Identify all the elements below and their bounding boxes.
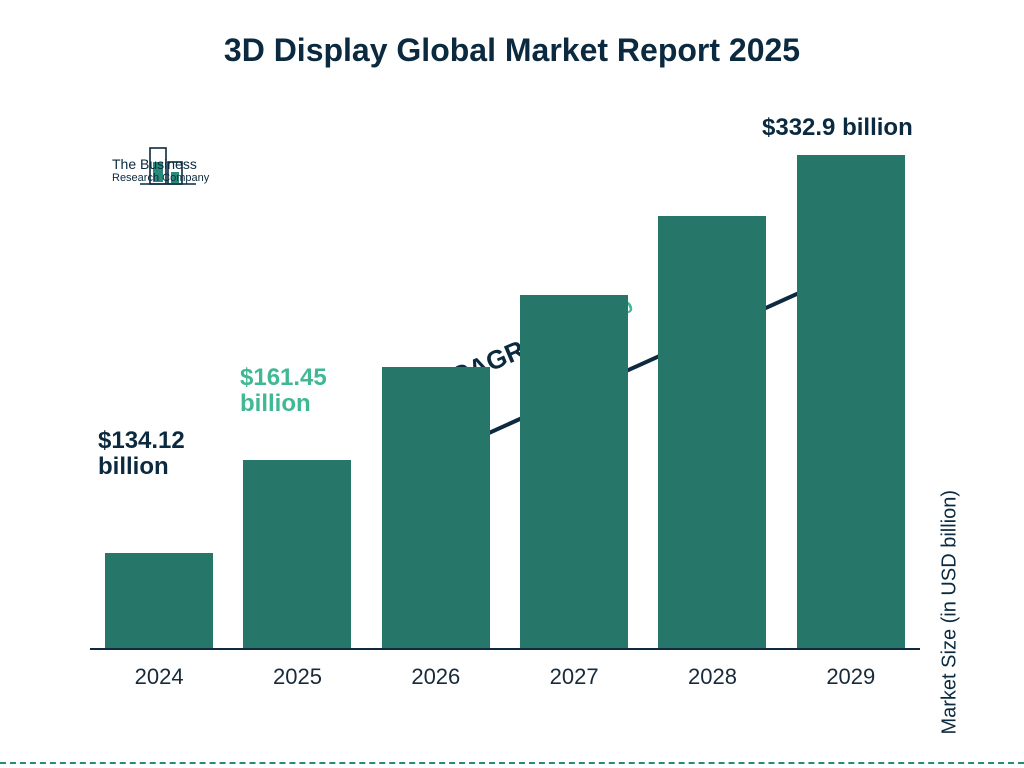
- data-label-2024: $134.12 billion: [98, 428, 185, 481]
- x-label: 2028: [658, 664, 766, 690]
- x-axis-labels: 2024 2025 2026 2027 2028 2029: [90, 664, 920, 690]
- bars-container: [90, 110, 920, 650]
- data-label-line2: billion: [98, 454, 185, 480]
- y-axis-label: Market Size (in USD billion): [939, 490, 962, 735]
- bar-rect: [105, 553, 213, 650]
- bar-rect: [382, 367, 490, 650]
- x-label: 2029: [797, 664, 905, 690]
- bar-2029: [797, 155, 905, 650]
- bar-2025: [243, 460, 351, 650]
- bar-rect: [658, 216, 766, 650]
- bar-2024: [105, 553, 213, 650]
- bar-chart: CAGR 19.80% 2024 2025 2026 2027 2028 202…: [90, 110, 920, 690]
- bar-rect: [797, 155, 905, 650]
- data-label-2029: $332.9 billion: [762, 115, 913, 141]
- data-label-line1: $134.12: [98, 428, 185, 454]
- data-label-2025: $161.45 billion: [240, 365, 327, 418]
- data-label-line1: $161.45: [240, 365, 327, 391]
- x-label: 2027: [520, 664, 628, 690]
- chart-title: 3D Display Global Market Report 2025: [0, 32, 1024, 69]
- bar-2026: [382, 367, 490, 650]
- data-label-line2: billion: [240, 391, 327, 417]
- bar-2028: [658, 216, 766, 650]
- bar-2027: [520, 295, 628, 650]
- bar-rect: [243, 460, 351, 650]
- bar-rect: [520, 295, 628, 650]
- x-label: 2026: [382, 664, 490, 690]
- chart-title-text: 3D Display Global Market Report 2025: [224, 32, 800, 68]
- data-label-line1: $332.9 billion: [762, 115, 913, 141]
- x-label: 2025: [243, 664, 351, 690]
- x-axis-baseline: [90, 648, 920, 650]
- x-label: 2024: [105, 664, 213, 690]
- bottom-dashed-rule: [0, 762, 1024, 764]
